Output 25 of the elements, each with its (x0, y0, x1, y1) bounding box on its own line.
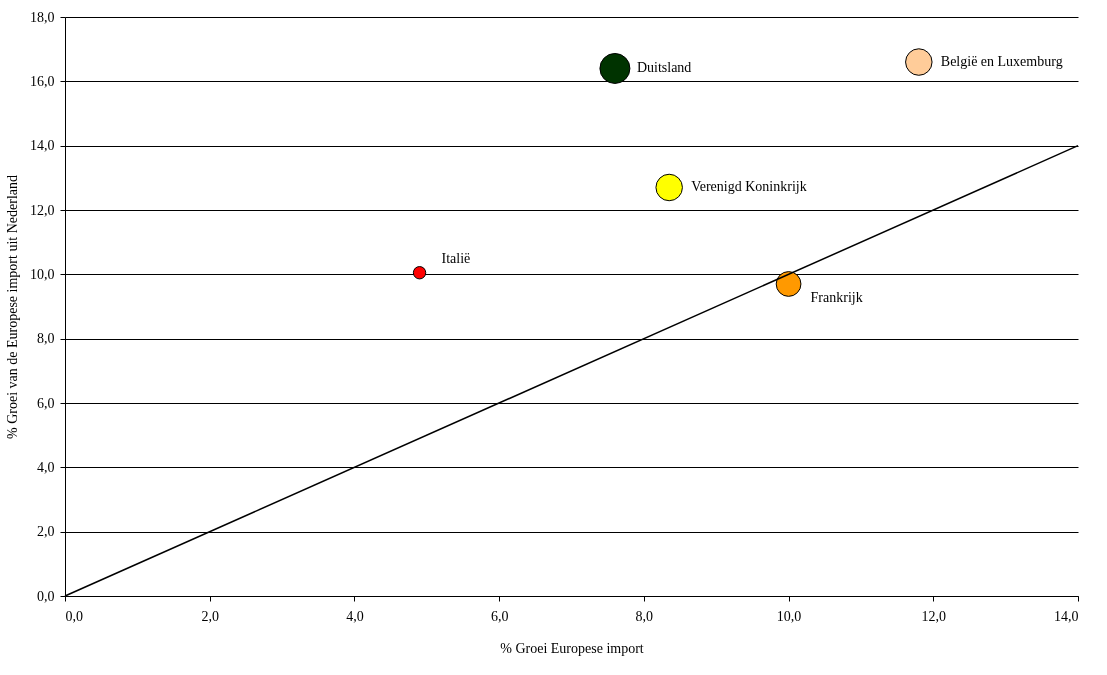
y-tick-label: 0,0 (37, 588, 55, 604)
x-tick-label: 14,0 (1054, 608, 1079, 624)
x-tick-label: 4,0 (346, 608, 364, 624)
series-label: Italië (441, 250, 471, 266)
y-tick-label: 18,0 (30, 9, 55, 25)
series-label: Verenigd Koninkrijk (691, 179, 807, 195)
y-tick-label: 16,0 (30, 73, 55, 89)
y-tick-label: 4,0 (37, 459, 55, 475)
x-tick-label: 8,0 (635, 608, 654, 624)
x-tick-label: 0,0 (65, 608, 83, 624)
x-tick-label: 10,0 (776, 608, 802, 624)
y-tick-label: 8,0 (37, 331, 55, 347)
x-tick-label: 2,0 (201, 608, 219, 624)
series-label: Frankrijk (810, 289, 863, 305)
y-tick-label: 14,0 (30, 138, 55, 154)
series-label: Duitsland (636, 60, 692, 76)
y-axis-title: % Groei van de Europese import uit Nederland (5, 175, 20, 439)
y-tick-label: 12,0 (30, 202, 55, 218)
series-label: België en Luxemburg (940, 54, 1063, 70)
x-tick-label: 12,0 (921, 608, 947, 624)
x-tick-label: 6,0 (490, 608, 509, 624)
y-tick-label: 6,0 (37, 395, 55, 411)
y-tick-label: 10,0 (30, 266, 55, 282)
x-axis-title: % Groei Europese import (500, 640, 644, 656)
y-tick-label: 2,0 (37, 524, 55, 540)
